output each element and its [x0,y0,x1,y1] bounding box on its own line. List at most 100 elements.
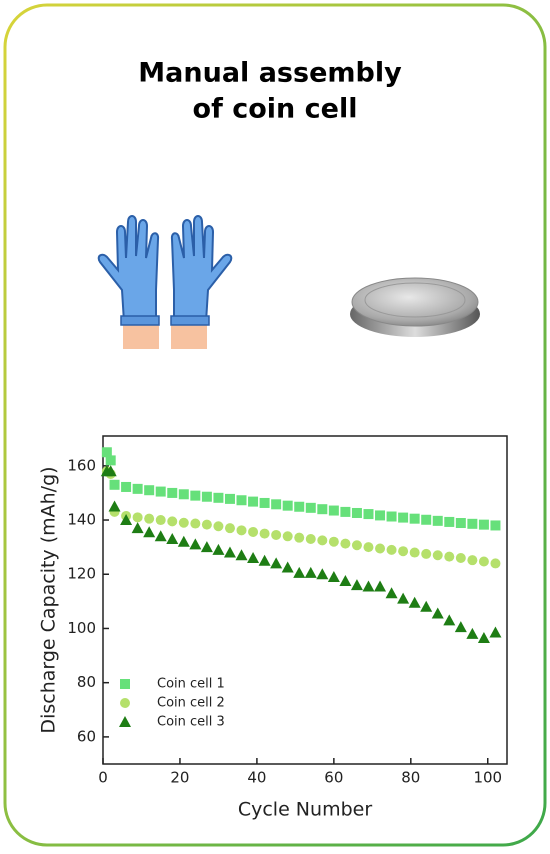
marker-triangle [270,557,283,569]
marker-square [421,514,432,525]
marker-square [248,496,259,507]
marker-triangle [431,607,444,619]
marker-circle [248,526,259,537]
marker-triangle [247,551,260,563]
marker-square [305,502,316,513]
coin-cell-icon [350,277,480,337]
marker-square [101,447,112,458]
marker-square [340,506,351,517]
marker-circle [167,516,178,527]
x-tick-label: 80 [401,769,420,787]
marker-square [201,491,212,502]
marker-square [409,513,420,524]
marker-triangle [223,546,236,558]
marker-circle [363,542,374,553]
x-tick-label: 0 [98,769,108,787]
marker-square [132,483,143,494]
marker-triangle [119,716,131,727]
marker-circle [317,535,328,546]
x-axis-title: Cycle Number [238,799,372,821]
marker-square [259,497,270,508]
marker-square [490,520,501,531]
marker-square [398,512,409,523]
marker-triangle [443,614,456,626]
y-tick-label: 120 [67,565,96,583]
legend-label: Coin cell 3 [157,715,225,730]
marker-square [444,516,455,527]
marker-circle [282,531,293,542]
marker-circle [305,534,316,545]
title-line: Manual assembly [138,58,402,89]
marker-circle [178,517,189,528]
marker-square [213,492,224,503]
marker-triangle [374,580,387,592]
marker-triangle [177,535,190,547]
marker-circle [259,528,270,539]
marker-triangle [131,522,144,534]
marker-square [105,455,116,466]
marker-square [167,487,178,498]
marker-triangle [104,465,117,477]
marker-square [236,495,247,506]
marker-circle [455,552,466,563]
marker-square [386,511,397,522]
marker-square [121,481,132,492]
marker-triangle [108,500,121,512]
plot-frame [102,435,508,765]
marker-circle [201,519,212,530]
marker-circle [444,551,455,562]
marker-triangle [258,554,271,566]
marker-square [351,507,362,518]
marker-circle [271,529,282,540]
marker-triangle [408,596,421,608]
x-tick-label: 60 [324,769,343,787]
y-tick-label: 100 [67,619,96,637]
marker-circle [132,512,143,523]
marker-triangle [212,543,225,555]
marker-triangle [304,566,317,578]
marker-triangle [327,570,340,582]
legend-label: Coin cell 2 [157,696,225,711]
y-tick-label: 80 [77,673,96,691]
marker-circle [478,556,489,567]
marker-triangle [420,600,433,612]
marker-triangle [454,621,467,633]
marker-triangle [189,538,202,550]
x-tick-label: 100 [473,769,502,787]
marker-square [178,489,189,500]
card-border [3,3,547,847]
marker-square [432,515,443,526]
y-axis-title: Discharge Capacity (mAh/g) [38,466,60,733]
x-tick-label: 20 [170,769,189,787]
marker-square [363,509,374,520]
marker-triangle [154,530,167,542]
marker-square [155,486,166,497]
marker-circle [155,515,166,526]
marker-triangle [166,533,179,545]
marker-circle [351,540,362,551]
marker-circle [398,546,409,557]
marker-circle [490,558,501,569]
y-tick-label: 160 [67,456,96,474]
y-tick-label: 60 [77,727,96,745]
marker-circle [236,525,247,536]
marker-circle [190,518,201,529]
marker-triangle [339,575,352,587]
marker-triangle [489,626,502,638]
y-tick-label: 140 [67,511,96,529]
marker-circle [120,698,130,708]
marker-square [109,479,120,490]
marker-triangle [281,561,294,573]
marker-square [282,500,293,511]
legend-label: Coin cell 1 [157,677,225,692]
marker-circle [224,523,235,534]
marker-square [455,518,466,529]
marker-square [271,499,282,510]
marker-triangle [293,566,306,578]
marker-circle [467,555,478,566]
marker-square [144,485,155,496]
marker-square [478,519,489,530]
gloves-icon [97,215,233,349]
